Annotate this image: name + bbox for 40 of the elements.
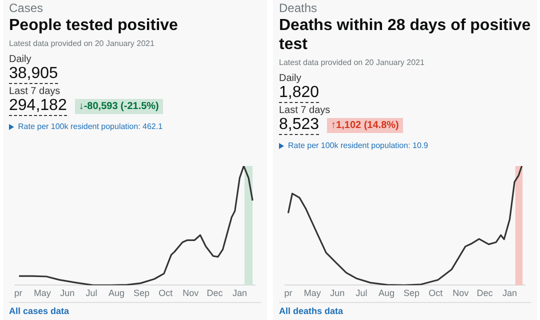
text: Daily [279, 73, 302, 84]
x-tick-label: May [304, 288, 322, 298]
text: All cases data [9, 302, 261, 320]
text: All deaths data [279, 302, 531, 320]
x-tick-label: Jul [86, 288, 98, 298]
x-tick-label: Sep [403, 288, 420, 298]
x-tick-label: pr [14, 288, 22, 298]
text: Daily [9, 54, 32, 65]
text: Last 7 days [9, 86, 62, 97]
text: Last 7 days [279, 105, 332, 116]
text: 8,523 [279, 116, 320, 135]
chart-subtitle: Deaths [279, 1, 318, 15]
x-tick-label: Oct [428, 288, 444, 298]
chart-subtitle: Cases [9, 1, 44, 15]
text: Latest data provided on 20 January 2021 [9, 39, 156, 48]
x-tick-label: Jun [330, 288, 345, 298]
x-tick-label: Sep [133, 288, 150, 298]
x-tick-label: May [34, 288, 52, 298]
text: Rate per 100k resident population: 462.1 [18, 122, 163, 131]
text: ↓-80,593 (-21.5%) [74, 99, 163, 114]
x-tick-label: Oct [158, 288, 174, 298]
x-tick-label: Jul [356, 288, 368, 298]
x-tick-label: Jan [502, 288, 517, 298]
text: Rate per 100k resident population: 10.9 [288, 141, 428, 150]
x-tick-label: Dec [476, 288, 494, 298]
text: 1,820 [279, 84, 320, 103]
x-tick-label: Jan [232, 288, 247, 298]
text: 38,905 [9, 65, 58, 84]
x-tick-label: Aug [378, 288, 394, 298]
x-tick-label: Jun [60, 288, 75, 298]
x-tick-label: Dec [206, 288, 224, 298]
chart-title: People tested positive [9, 16, 179, 35]
text: ↑1,102 (14.8%) [327, 118, 403, 133]
x-tick-label: Nov [452, 288, 470, 298]
x-tick-label: pr [284, 288, 292, 298]
x-tick-label: Aug [108, 288, 124, 298]
text: Latest data provided on 20 January 2021 [279, 58, 426, 67]
text: 294,182 [9, 97, 67, 116]
x-tick-label: Nov [182, 288, 200, 298]
chart-title: Deaths within 28 days of positive test [279, 16, 531, 54]
